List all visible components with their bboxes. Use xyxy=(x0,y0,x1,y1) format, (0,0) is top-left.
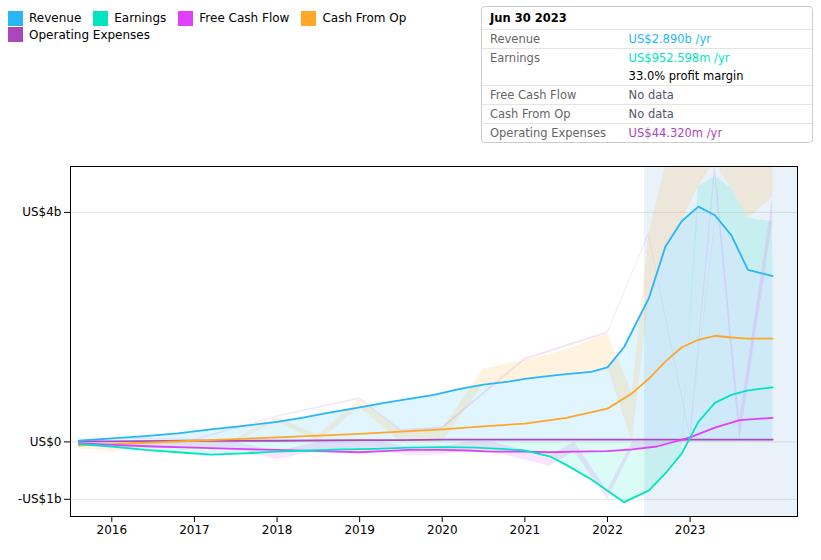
html-text:Revenue: Revenue xyxy=(29,11,82,26)
html-text:Revenue: Revenue xyxy=(490,32,541,46)
svg-text:US$0: US$0 xyxy=(30,435,62,449)
svg-text:2018: 2018 xyxy=(262,523,293,537)
html-text:Operating Expenses: Operating Expenses xyxy=(490,126,606,140)
html-text:US$952.598m /yr: US$952.598m /yr xyxy=(628,51,730,65)
svg-text:-US$1b: -US$1b xyxy=(18,492,62,506)
svg-text:2021: 2021 xyxy=(510,523,541,537)
svg-text:2023: 2023 xyxy=(675,523,706,537)
svg-text:2016: 2016 xyxy=(97,523,128,537)
svg-text:2017: 2017 xyxy=(179,523,210,537)
html-text:Operating Expenses: Operating Expenses xyxy=(29,27,150,42)
html-text:Cash From Op: Cash From Op xyxy=(490,107,571,121)
html-text:Free Cash Flow: Free Cash Flow xyxy=(199,11,290,26)
html-text:Earnings: Earnings xyxy=(114,11,167,26)
html-text:Earnings: Earnings xyxy=(490,51,540,65)
svg-text:US$4b: US$4b xyxy=(22,205,61,219)
svg-text:2019: 2019 xyxy=(344,523,375,537)
html-text:US$2.890b /yr: US$2.890b /yr xyxy=(628,32,711,46)
html-text:33.0% profit margin: 33.0% profit margin xyxy=(628,69,744,83)
html-text:US$44.320m /yr: US$44.320m /yr xyxy=(628,126,723,140)
svg-text:2020: 2020 xyxy=(427,523,458,537)
html-text:Jun 30 2023: Jun 30 2023 xyxy=(490,11,567,25)
svg-text:2022: 2022 xyxy=(592,523,623,537)
html-text:No data: No data xyxy=(628,88,674,102)
html-text:No data: No data xyxy=(628,107,674,121)
html-text:Free Cash Flow: Free Cash Flow xyxy=(490,88,577,102)
html-text:Cash From Op: Cash From Op xyxy=(322,11,407,26)
